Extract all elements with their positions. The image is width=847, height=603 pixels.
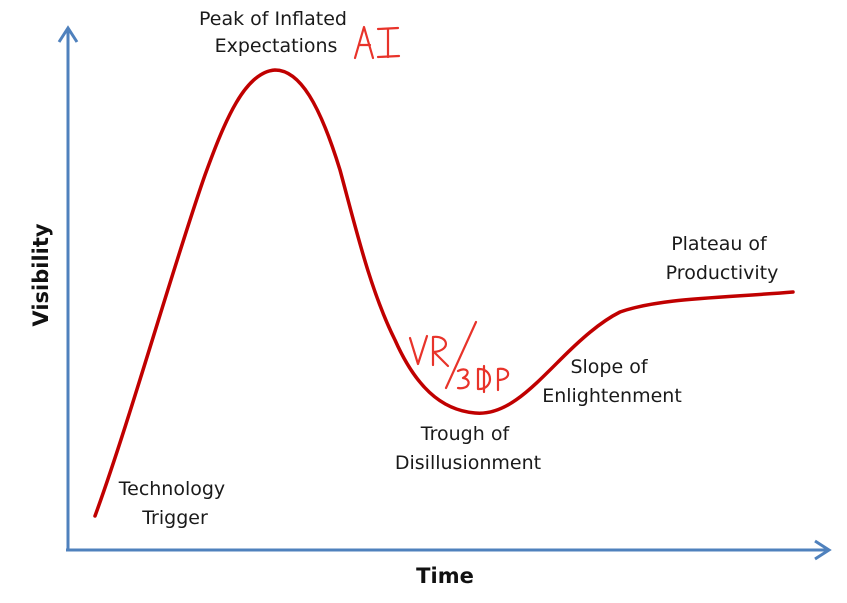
phase-label-line: Slope of — [570, 356, 648, 378]
phase-label-line: Trigger — [141, 507, 208, 529]
y-axis-arrowhead — [57, 25, 79, 43]
handwritten-note-vr-3dp — [408, 320, 510, 394]
hype-curve — [93, 68, 795, 518]
phase-label-peak-of-inflated-expectations: Peak of Inflated Expectations — [199, 8, 353, 57]
phase-label-line: Expectations — [215, 35, 338, 57]
phase-label-trough-of-disillusionment: Trough of Disillusionment — [395, 423, 541, 474]
phase-label-line: Trough of — [420, 423, 511, 445]
phase-label-plateau-of-productivity: Plateau of Productivity — [666, 233, 779, 284]
handwritten-note-ai — [353, 25, 401, 60]
y-axis-label: Visibility — [29, 223, 53, 326]
phase-label-slope-of-enlightenment: Slope of Enlightenment — [542, 356, 682, 407]
x-axis-arrowhead — [814, 539, 832, 561]
phase-label-line: Enlightenment — [542, 385, 682, 407]
phase-label-line: Peak of Inflated — [199, 8, 347, 30]
phase-label-technology-trigger: Technology Trigger — [118, 478, 231, 529]
phase-label-line: Productivity — [666, 262, 779, 284]
axes — [57, 25, 832, 561]
phase-label-line: Plateau of — [671, 233, 768, 255]
phase-label-line: Technology — [118, 478, 225, 500]
phase-label-line: Disillusionment — [395, 452, 541, 474]
x-axis-label: Time — [416, 564, 474, 588]
